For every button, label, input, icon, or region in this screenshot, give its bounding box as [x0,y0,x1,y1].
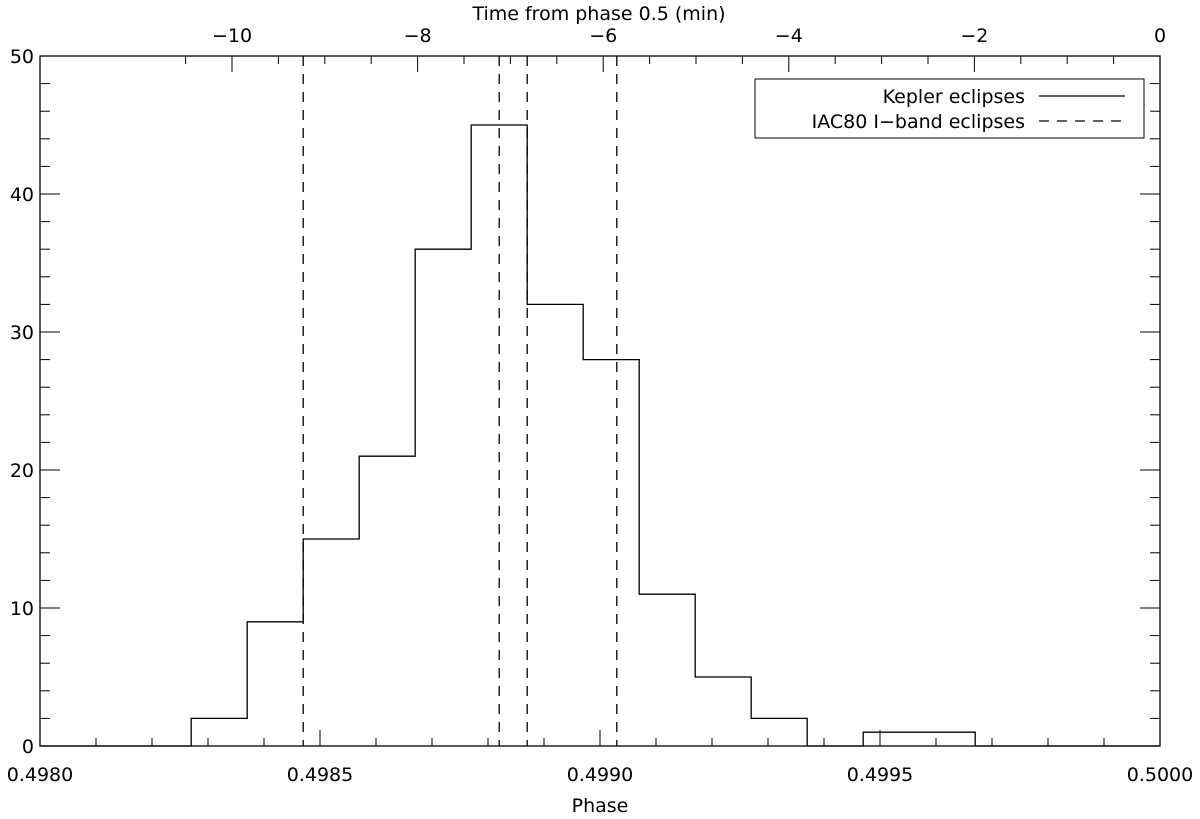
y-tick-label: 40 [10,184,34,206]
legend-label-kepler: Kepler eclipses [883,86,1025,108]
x-axis-title: Phase [572,795,629,817]
x-tick-label: 0.4995 [847,764,913,786]
top-tick-label: −8 [404,25,432,47]
histogram-bin [863,732,919,746]
x-tick-label: 0.4985 [287,764,353,786]
histogram-bin [919,732,975,746]
histogram-bin [639,594,695,746]
histogram-bin [303,539,359,746]
kepler-histogram-step [40,124,1160,747]
top-tick-label: −6 [589,25,617,47]
histogram-bin [415,249,471,746]
y-tick-label: 50 [10,46,34,68]
histogram-bin [359,456,415,746]
histogram-bin [583,360,639,746]
kepler-histogram [40,124,1160,747]
histogram-bin [247,622,303,746]
top-tick-label: −4 [775,25,803,47]
histogram-bin [191,718,247,746]
top-tick-label: −2 [960,25,988,47]
legend: Kepler eclipses IAC80 I−band eclipses [754,78,1145,139]
x-tick-label: 0.5000 [1127,764,1193,786]
histogram-bin [695,677,751,746]
legend-label-iac80: IAC80 I−band eclipses [812,111,1025,133]
iac80-eclipse-lines [302,56,618,746]
x-tick-label: 0.4980 [7,764,73,786]
top-tick-label: 0 [1154,25,1166,47]
y-axis: 0 10 20 30 40 50 [10,46,1160,758]
legend-box [754,78,1145,139]
plot-border [39,55,1161,747]
x-tick-label: 0.4990 [567,764,633,786]
histogram-bin [527,304,583,746]
y-tick-label: 10 [10,598,34,620]
x-axis-top: −10 −8 −6 −4 −2 0 [185,25,1166,72]
top-tick-label: −10 [212,25,252,47]
top-axis-title: Time from phase 0.5 (min) [471,3,725,25]
y-tick-label: 20 [10,460,34,482]
plot-frame [39,55,1161,747]
y-tick-label: 30 [10,322,34,344]
x-axis-bottom: 0.4980 0.4985 0.4990 0.4995 0.5000 [7,730,1193,786]
histogram-bin [751,718,807,746]
y-tick-label: 0 [22,736,34,758]
